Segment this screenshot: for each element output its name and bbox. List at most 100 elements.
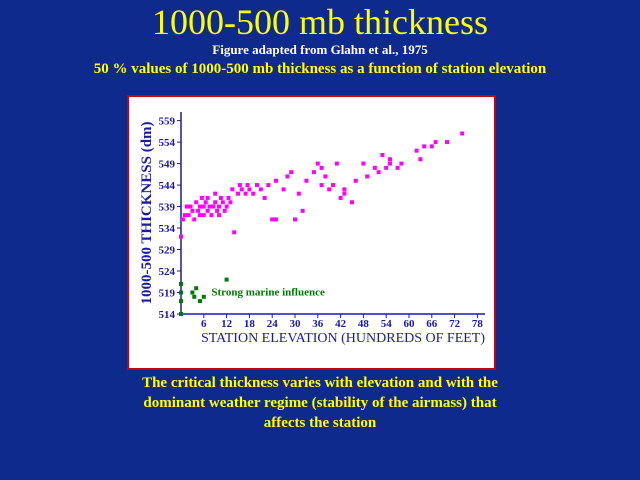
data-point — [251, 191, 256, 196]
data-point — [274, 178, 278, 183]
y-tick-label: 534 — [159, 223, 176, 235]
x-tick-label: 72 — [449, 318, 461, 330]
x-tick-label: 42 — [335, 318, 347, 330]
data-point — [418, 157, 423, 162]
y-tick-label: 514 — [159, 309, 176, 321]
data-point — [380, 152, 385, 157]
y-tick-label: 524 — [159, 266, 176, 278]
data-point — [285, 174, 290, 179]
data-point — [422, 144, 427, 149]
chart-panel: 6 12 18 24 30 36 42 48 54 60 66 72 78 514 519 524 529 534… — [127, 95, 496, 370]
data-point — [179, 234, 183, 239]
data-point — [304, 178, 309, 183]
data-point — [258, 187, 263, 192]
data-point — [319, 165, 324, 170]
data-point — [281, 187, 286, 192]
data-point — [228, 200, 233, 205]
data-point — [350, 200, 354, 205]
data-point — [243, 191, 248, 196]
x-tick-label: 54 — [381, 318, 393, 330]
data-point — [180, 217, 185, 222]
data-point — [188, 204, 193, 209]
data-point — [201, 213, 206, 218]
marine-data-point — [198, 299, 202, 304]
x-tick-label: 66 — [426, 318, 438, 330]
marine-data-point — [192, 294, 197, 299]
data-point — [338, 195, 343, 200]
data-point — [289, 170, 294, 175]
data-point — [239, 187, 244, 192]
data-point — [190, 208, 195, 213]
data-point — [414, 148, 419, 153]
data-point — [198, 213, 202, 218]
x-tick-label: 6 — [201, 318, 207, 330]
marine-data-point — [201, 294, 206, 299]
data-point — [184, 204, 189, 209]
data-point — [255, 183, 259, 188]
data-point — [342, 187, 347, 192]
data-point — [270, 217, 275, 222]
data-point — [213, 191, 218, 196]
data-point — [266, 183, 271, 188]
caption-line: The critical thickness varies with eleva… — [142, 375, 498, 391]
data-point — [399, 161, 404, 166]
data-point — [429, 144, 434, 149]
x-tick-label: 12 — [221, 318, 233, 330]
marine-data-point — [190, 290, 195, 295]
y-tick-label: 539 — [159, 202, 176, 214]
data-point — [327, 187, 332, 192]
data-point — [236, 191, 240, 196]
x-axis-label: STATION ELEVATION (HUNDREDS OF FEET) — [201, 331, 485, 346]
data-point — [224, 204, 229, 209]
x-tick-label: 78 — [472, 318, 484, 330]
y-tick-label: 559 — [159, 116, 176, 128]
data-point — [194, 200, 199, 205]
data-point — [319, 183, 324, 188]
data-point — [365, 174, 370, 179]
data-point — [245, 183, 250, 188]
data-point — [460, 131, 465, 136]
x-tick-label: 60 — [404, 318, 416, 330]
data-point — [342, 191, 347, 196]
y-tick-label: 519 — [159, 288, 176, 300]
data-point — [205, 208, 210, 213]
data-point — [199, 195, 204, 200]
data-point — [186, 213, 191, 218]
data-point — [237, 183, 242, 188]
data-point — [274, 217, 278, 222]
data-point — [232, 230, 237, 235]
y-tick-label: 554 — [159, 137, 176, 149]
data-point — [196, 208, 201, 213]
data-point — [217, 213, 221, 218]
data-point — [315, 161, 320, 166]
data-point — [293, 217, 297, 222]
y-tick-label: 544 — [159, 180, 176, 192]
marine-data-point — [179, 281, 183, 286]
y-tick-label: 529 — [159, 245, 176, 257]
marine-annotation: Strong marine influence — [211, 287, 325, 299]
slide-title: 1000-500 mb thickness — [152, 2, 488, 42]
data-point — [334, 161, 339, 166]
slide-caption: The critical thickness varies with eleva… — [80, 373, 560, 433]
data-point — [445, 140, 449, 145]
figure-credit: Figure adapted from Glahn et al., 1975 — [212, 42, 428, 57]
data-point — [192, 217, 197, 222]
data-point — [388, 157, 392, 162]
y-axis-label: 1000-500 THICKNESS (dm) — [139, 121, 155, 304]
data-point — [433, 140, 438, 145]
data-point — [198, 204, 202, 209]
data-point — [213, 200, 218, 205]
x-tick-label: 48 — [358, 318, 370, 330]
data-point — [222, 208, 227, 213]
data-point — [209, 213, 214, 218]
marine-data-point — [194, 286, 199, 291]
x-tick-label: 36 — [312, 318, 324, 330]
data-point — [323, 174, 328, 179]
marine-data-point — [179, 290, 183, 295]
data-point — [312, 170, 316, 175]
caption-line: affects the station — [263, 415, 377, 431]
data-point — [395, 165, 400, 170]
data-point — [372, 165, 377, 170]
data-point — [331, 183, 335, 188]
marine-data-point — [179, 312, 183, 316]
